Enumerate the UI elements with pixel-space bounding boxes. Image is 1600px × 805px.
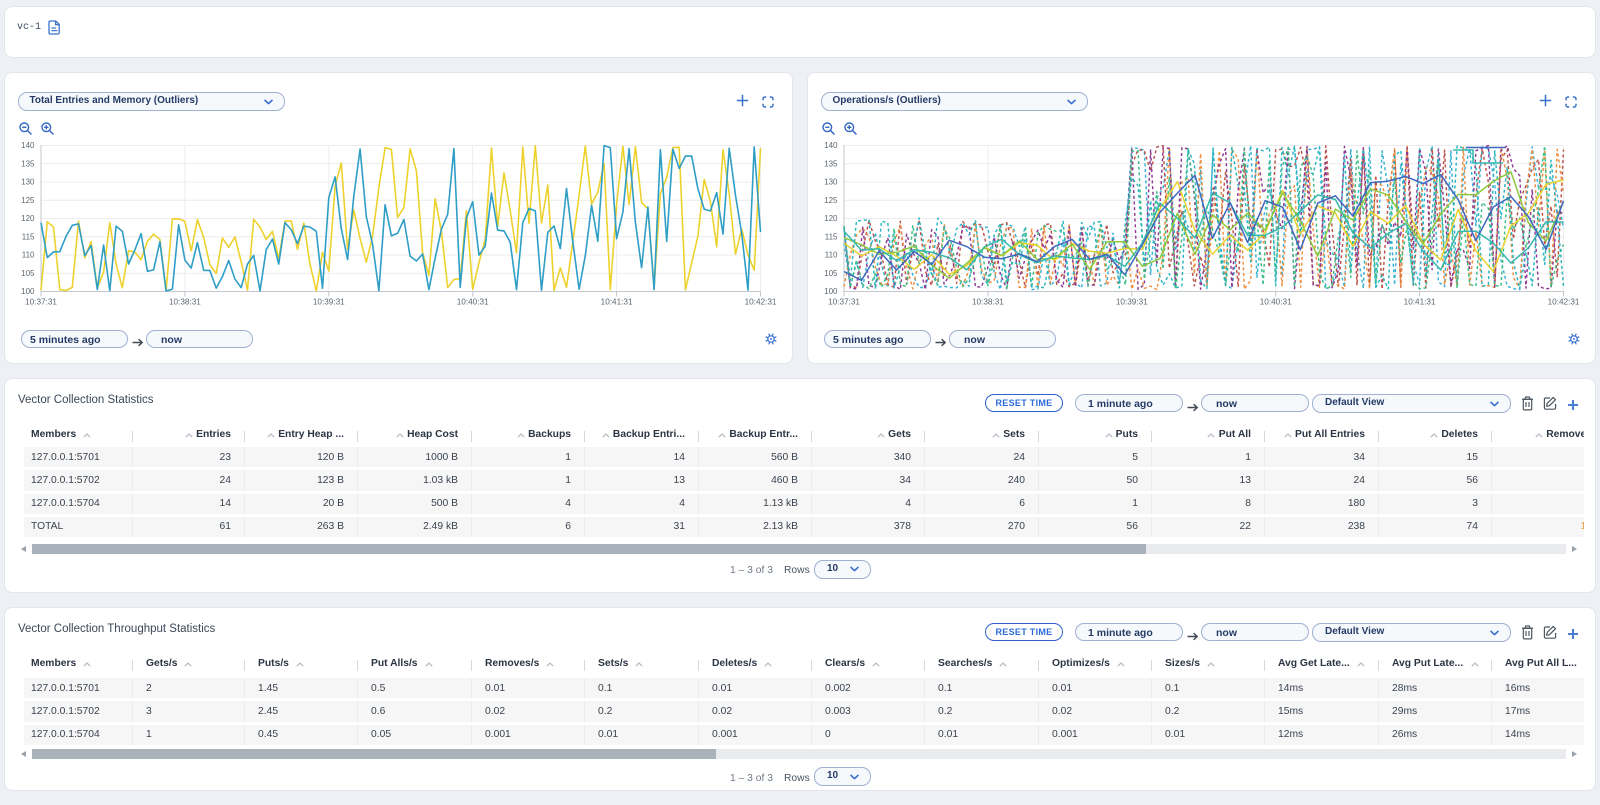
svg-text:115: 115 — [825, 232, 838, 241]
svg-text:135: 135 — [824, 159, 838, 168]
svg-text:10:39:31: 10:39:31 — [1116, 298, 1148, 307]
svg-text:100: 100 — [824, 287, 838, 296]
svg-text:10:38:31: 10:38:31 — [169, 298, 201, 307]
svg-text:110: 110 — [825, 251, 838, 260]
svg-text:105: 105 — [824, 269, 838, 278]
svg-text:10:37:31: 10:37:31 — [828, 298, 860, 307]
svg-text:140: 140 — [824, 141, 838, 150]
svg-text:110: 110 — [22, 251, 35, 260]
svg-text:130: 130 — [824, 178, 838, 187]
svg-text:10:38:31: 10:38:31 — [972, 298, 1004, 307]
svg-text:125: 125 — [824, 196, 838, 205]
svg-text:120: 120 — [21, 214, 35, 223]
svg-text:10:40:31: 10:40:31 — [457, 298, 489, 307]
svg-text:10:40:31: 10:40:31 — [1260, 298, 1292, 307]
svg-text:10:37:31: 10:37:31 — [25, 298, 57, 307]
svg-text:120: 120 — [824, 214, 838, 223]
svg-text:135: 135 — [21, 159, 35, 168]
svg-text:115: 115 — [22, 232, 35, 241]
svg-text:100: 100 — [21, 287, 35, 296]
svg-text:140: 140 — [21, 141, 35, 150]
svg-text:10:41:31: 10:41:31 — [1404, 298, 1436, 307]
svg-text:10:42:31: 10:42:31 — [745, 298, 777, 307]
svg-text:10:39:31: 10:39:31 — [313, 298, 345, 307]
svg-text:10:41:31: 10:41:31 — [601, 298, 633, 307]
svg-text:10:42:31: 10:42:31 — [1548, 298, 1580, 307]
svg-text:125: 125 — [21, 196, 35, 205]
svg-text:130: 130 — [21, 178, 35, 187]
svg-text:105: 105 — [21, 269, 35, 278]
